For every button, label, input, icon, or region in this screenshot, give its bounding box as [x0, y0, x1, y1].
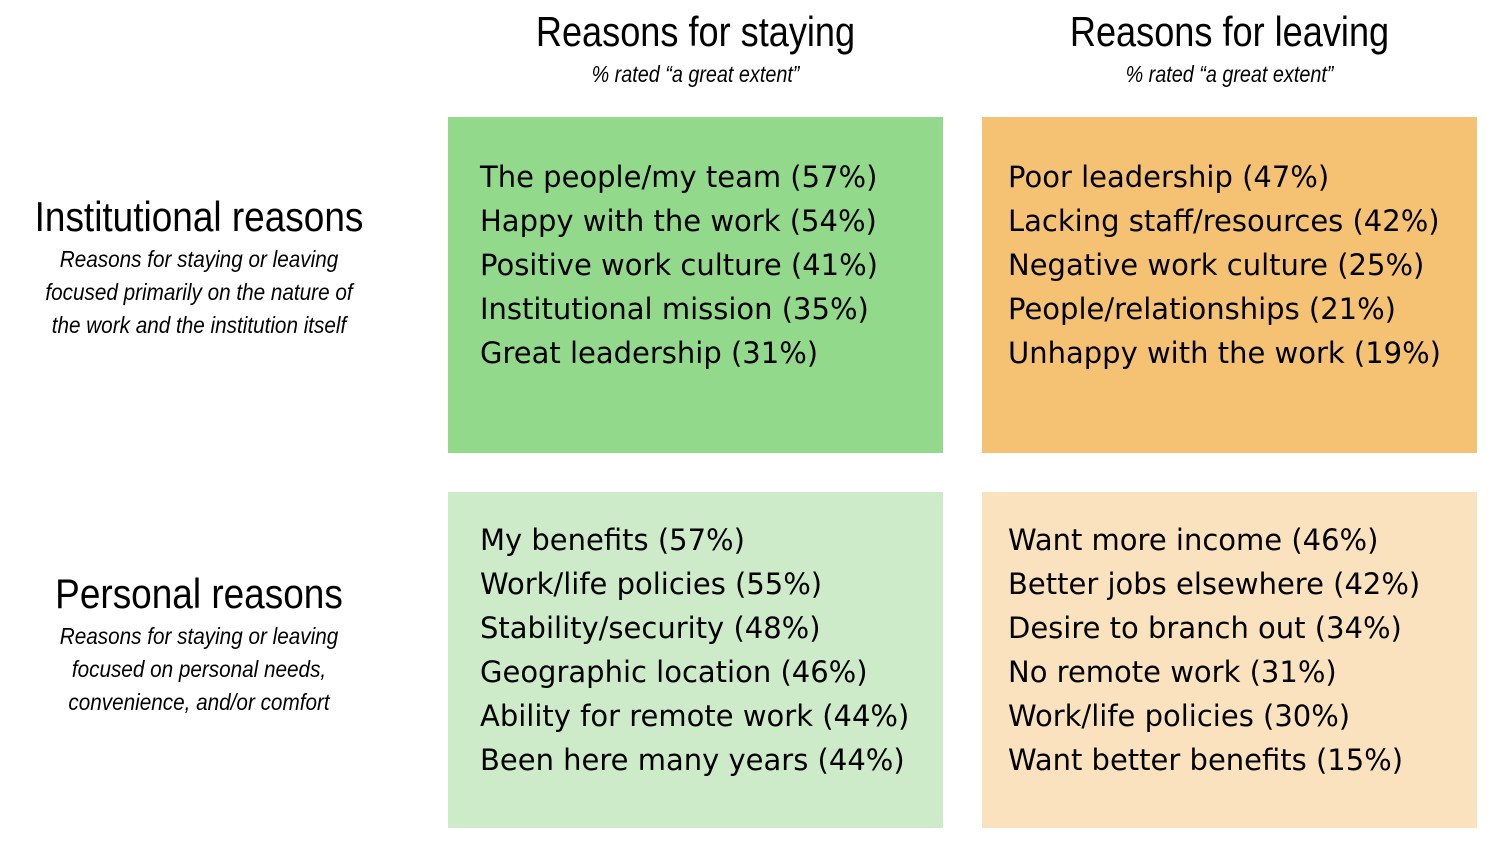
reason-item: Been here many years (44%)	[480, 743, 905, 777]
reason-item: People/relationships (21%)	[1008, 292, 1396, 326]
reason-item: Great leadership (31%)	[480, 336, 819, 370]
reason-item: Lacking staff/resources (42%)	[1008, 204, 1440, 238]
row-title-personal: Personal reasons	[55, 570, 343, 617]
reason-item: Positive work culture (41%)	[480, 248, 878, 282]
reason-item: Poor leadership (47%)	[1008, 160, 1330, 194]
row-subtitle-institutional: Reasons for staying or leaving focused p…	[45, 246, 353, 338]
reason-item: Desire to branch out (34%)	[1008, 611, 1402, 645]
cell-personal-leaving: Want more income (46%) Better jobs elsewh…	[982, 492, 1477, 828]
cell-institutional-leaving: Poor leadership (47%) Lacking staff/resou…	[982, 117, 1477, 453]
reason-item: The people/my team (57%)	[480, 160, 878, 194]
reason-item: Work/life policies (55%)	[480, 567, 823, 601]
column-subtitle-leaving: % rated “a great extent”	[1125, 61, 1334, 87]
row-title-institutional: Institutional reasons	[34, 193, 364, 240]
reason-item: Geographic location (46%)	[480, 655, 868, 689]
reason-list: Poor leadership (47%) Lacking staff/resou…	[1008, 155, 1477, 375]
reason-item: Institutional mission (35%)	[480, 292, 869, 326]
column-title-leaving: Reasons for leaving	[1069, 8, 1390, 55]
reason-item: Ability for remote work (44%)	[480, 699, 910, 733]
reason-item: Want more income (46%)	[1008, 523, 1379, 557]
cell-personal-staying: My benefits (57%) Work/life policies (55%…	[448, 492, 943, 828]
reason-item: Negative work culture (25%)	[1008, 248, 1425, 282]
row-header-personal: Personal reasons Reasons for staying or …	[0, 570, 398, 719]
reason-item: Better jobs elsewhere (42%)	[1008, 567, 1421, 601]
column-header-leaving: Reasons for leaving % rated “a great ext…	[982, 8, 1477, 88]
column-title-staying: Reasons for staying	[535, 8, 856, 55]
reason-item: Unhappy with the work (19%)	[1008, 336, 1441, 370]
reason-item: Happy with the work (54%)	[480, 204, 877, 238]
reason-list: My benefits (57%) Work/life policies (55%…	[480, 518, 943, 782]
reason-item: Work/life policies (30%)	[1008, 699, 1351, 733]
reason-item: Want better benefits (15%)	[1008, 743, 1404, 777]
row-subtitle-personal: Reasons for staying or leaving focused o…	[59, 623, 339, 715]
cell-institutional-staying: The people/my team (57%) Happy with the w…	[448, 117, 943, 453]
reason-item: My benefits (57%)	[480, 523, 745, 557]
column-header-staying: Reasons for staying % rated “a great ext…	[448, 8, 943, 88]
reason-item: Stability/security (48%)	[480, 611, 821, 645]
column-subtitle-staying: % rated “a great extent”	[591, 61, 800, 87]
reason-list: The people/my team (57%) Happy with the w…	[480, 155, 943, 375]
row-header-institutional: Institutional reasons Reasons for stayin…	[0, 193, 398, 342]
reason-item: No remote work (31%)	[1008, 655, 1337, 689]
reason-list: Want more income (46%) Better jobs elsewh…	[1008, 518, 1477, 782]
